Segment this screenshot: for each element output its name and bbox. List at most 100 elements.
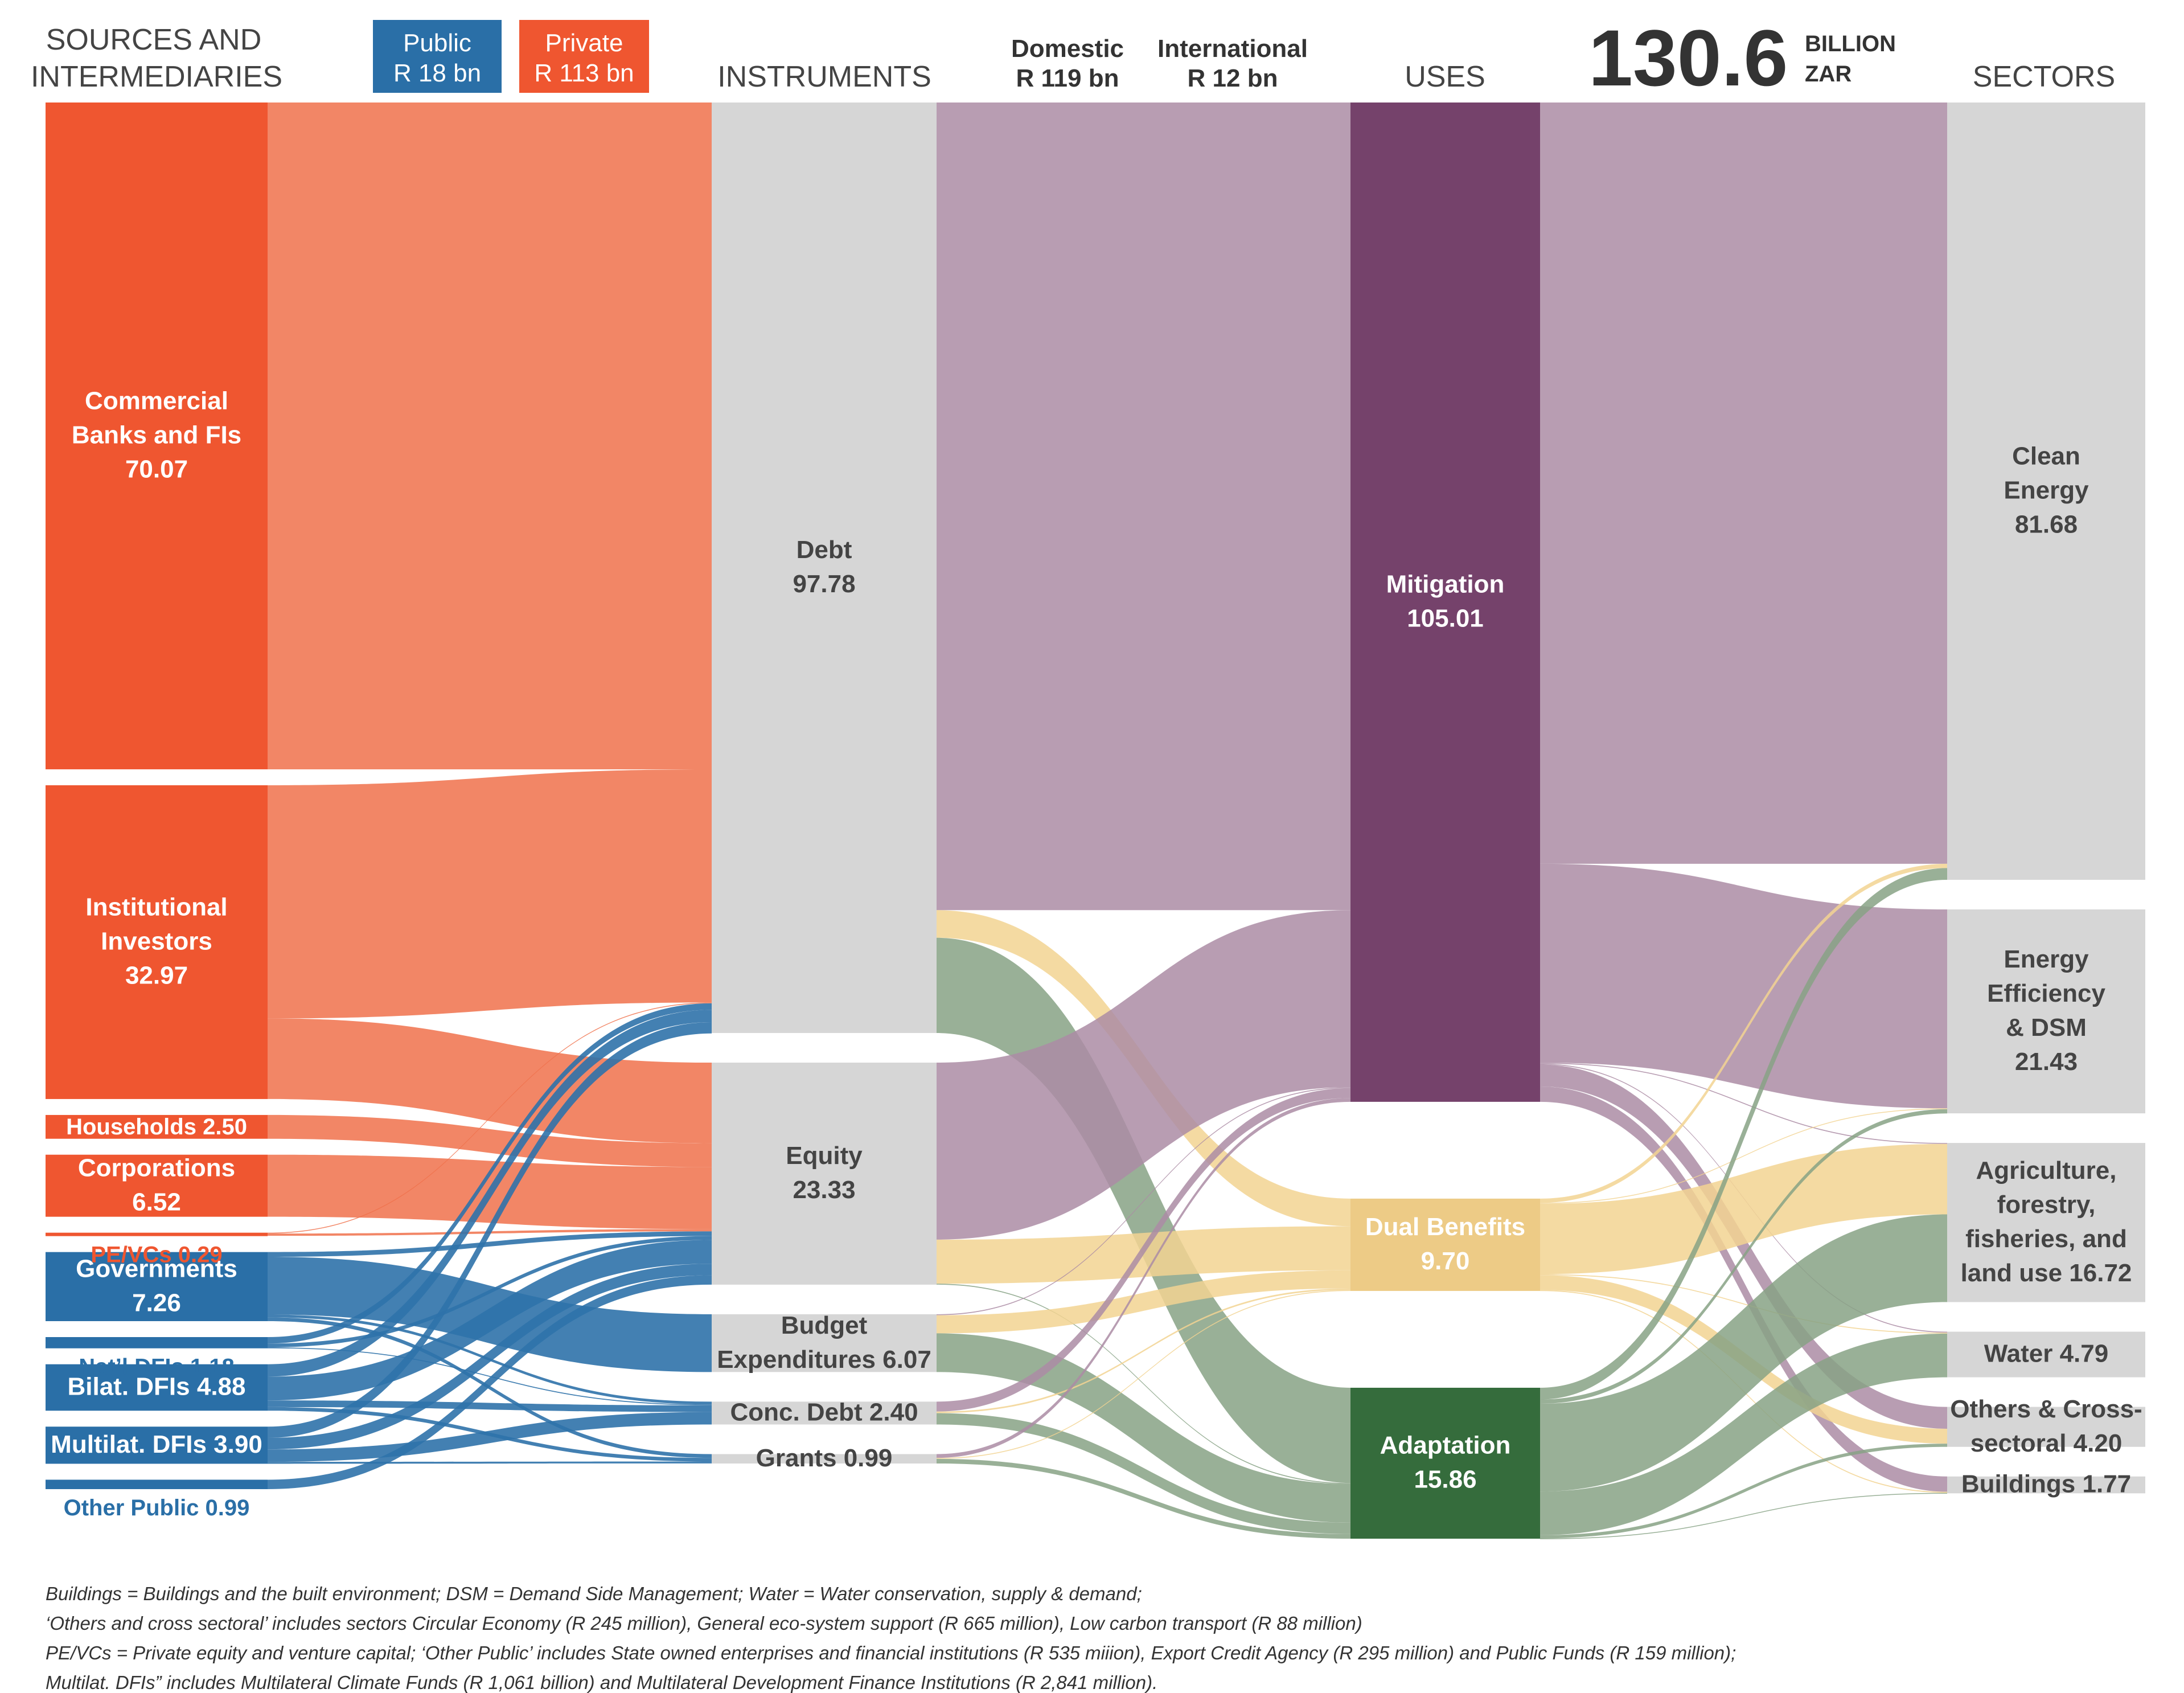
label-inst-line: 32.97 [125, 962, 188, 990]
label-grants-line: Grants 0.99 [756, 1444, 893, 1472]
label-adapt-line: 15.86 [1414, 1466, 1476, 1494]
flow-mdfi-to-debt [268, 1022, 712, 1438]
node-gov [46, 1252, 268, 1321]
label-mit: Mitigation 105.01 [1386, 571, 1505, 633]
flow-conc-to-dual [937, 1288, 1350, 1413]
flow-ndfi-to-conc [268, 1347, 712, 1405]
node-dual [1350, 1198, 1540, 1291]
flow-mdfi-to-conc [268, 1412, 712, 1462]
label-build-line: Buildings 1.77 [1961, 1470, 2131, 1498]
flow-budget-to-adapt [937, 1333, 1350, 1523]
node-build [1947, 1476, 2145, 1494]
label-ee-line: Energy [2004, 945, 2089, 973]
label-mdfi: Multilat. DFIs 3.90 [51, 1430, 262, 1458]
header-international-line1: International [1157, 35, 1308, 63]
node-budget [712, 1314, 937, 1372]
flow-debt-to-mit [937, 103, 1350, 911]
node-cbfi [46, 103, 268, 769]
flow-adapt-to-afolu [1540, 1214, 1947, 1492]
flow-gov-to-equity [268, 1231, 712, 1257]
flow-mdfi-to-grants [268, 1461, 712, 1464]
flow-bdfi-to-conc [268, 1400, 712, 1412]
label-afolu-line: forestry, [1997, 1191, 2096, 1219]
labels-layer: Commercial Banks and FIs 70.07 Institutiona… [51, 387, 2142, 1520]
flow-adapt-to-ee [1540, 1109, 1947, 1404]
nodes-layer [46, 103, 2145, 1539]
label-opub: Other Public 0.99 [64, 1495, 250, 1520]
label-cbfi-line: Commercial [85, 387, 228, 415]
flow-mit-to-other [1540, 1064, 1947, 1429]
label-debt-line: Debt [797, 536, 852, 564]
flow-conc-to-mit [937, 1088, 1350, 1412]
label-other: Others & Cross-sectoral 4.20 [1950, 1395, 2142, 1457]
flow-gov-to-grants [268, 1317, 712, 1458]
label-water: Water 4.79 [1984, 1340, 2108, 1368]
label-gov-line: 7.26 [132, 1289, 181, 1317]
header-domestic-line1: Domestic [1011, 35, 1124, 63]
label-dual: Dual Benefits 9.70 [1365, 1213, 1525, 1275]
label-grants: Grants 0.99 [756, 1444, 893, 1472]
label-dual-line: Dual Benefits [1365, 1213, 1525, 1241]
flow-dual-to-clean [1540, 863, 1947, 1203]
label-inst-line: Investors [101, 928, 212, 956]
footnote-4: Multilat. DFIs” includes Multilateral Cl… [46, 1672, 1157, 1693]
label-bdfi-line: Bilat. DFIs 4.88 [67, 1373, 245, 1401]
node-pevc [46, 1232, 268, 1236]
node-ee [1947, 909, 2145, 1114]
node-conc [712, 1401, 937, 1425]
label-ee: Energy Efficiency & DSM 21.43 [1987, 945, 2105, 1076]
node-afolu [1947, 1143, 2145, 1302]
flow-mit-to-build [1540, 1086, 1947, 1492]
flow-mit-to-ee [1540, 863, 1947, 1109]
flow-mit-to-clean [1540, 103, 1947, 864]
label-mit-line: 105.01 [1407, 605, 1484, 633]
label-cbfi: Commercial Banks and FIs 70.07 [72, 387, 241, 483]
label-clean-line: Energy [2004, 477, 2089, 505]
flow-mit-to-afolu [1540, 1063, 1947, 1144]
label-afolu-line: Agriculture, [1976, 1157, 2117, 1184]
header-sectors: SECTORS [1973, 60, 2115, 93]
label-build: Buildings 1.77 [1961, 1470, 2131, 1498]
flow-grants-to-mit [937, 1098, 1350, 1458]
header-instruments: INSTRUMENTS [717, 60, 931, 93]
flow-ndfi-to-debt [268, 1003, 712, 1344]
header-sources-line1: SOURCES AND [46, 23, 262, 56]
header-international-line2: R 12 bn [1188, 64, 1278, 92]
header-sources-line2: INTERMEDIARIES [31, 60, 282, 93]
public-legend-line1: Public [403, 29, 471, 57]
node-other [1947, 1407, 2145, 1447]
flow-hh-to-equity [268, 1114, 712, 1167]
flow-inst-to-debt [268, 769, 712, 1019]
label-conc-line: Conc. Debt 2.40 [730, 1399, 918, 1426]
flow-mdfi-to-equity [268, 1264, 712, 1450]
node-debt [712, 103, 937, 1034]
flow-budget-to-mit [937, 1087, 1350, 1315]
label-afolu-line: land use 16.72 [1961, 1259, 2132, 1287]
private-legend-line1: Private [545, 29, 623, 57]
label-corp: Corporations 6.52 [78, 1154, 235, 1216]
label-pevc: PE/VCs 0.29 [91, 1243, 222, 1268]
node-adapt [1350, 1387, 1540, 1539]
label-ndfi: Nat’l DFIs 1.18 [79, 1355, 234, 1380]
flow-ndfi-to-equity [268, 1236, 712, 1348]
label-water-line: Water 4.79 [1984, 1340, 2108, 1368]
label-hh-line: Households 2.50 [66, 1114, 247, 1139]
total-unit-line2: ZAR [1805, 62, 1852, 87]
label-ndfi-line: Nat’l DFIs 1.18 [79, 1355, 234, 1380]
flow-adapt-to-water [1540, 1333, 1947, 1535]
node-corp [46, 1154, 268, 1217]
flow-opub-to-equity [268, 1275, 712, 1489]
flows-layer [268, 103, 1947, 1539]
label-ee-line: Efficiency [1987, 979, 2105, 1007]
label-afolu: Agriculture, forestry, fisheries, and land … [1961, 1157, 2132, 1287]
label-clean-line: Clean [2012, 442, 2080, 470]
flow-adapt-to-other [1540, 1444, 1947, 1539]
label-mdfi-line: Multilat. DFIs 3.90 [51, 1430, 262, 1458]
flow-grants-to-adapt [937, 1458, 1350, 1539]
flow-adapt-to-clean [1540, 868, 1947, 1400]
label-equity: Equity 23.33 [786, 1142, 863, 1204]
label-ee-line: 21.43 [2015, 1048, 2078, 1076]
label-budget: Budget Expenditures 6.07 [717, 1311, 931, 1374]
label-equity-line: 23.33 [793, 1176, 855, 1204]
